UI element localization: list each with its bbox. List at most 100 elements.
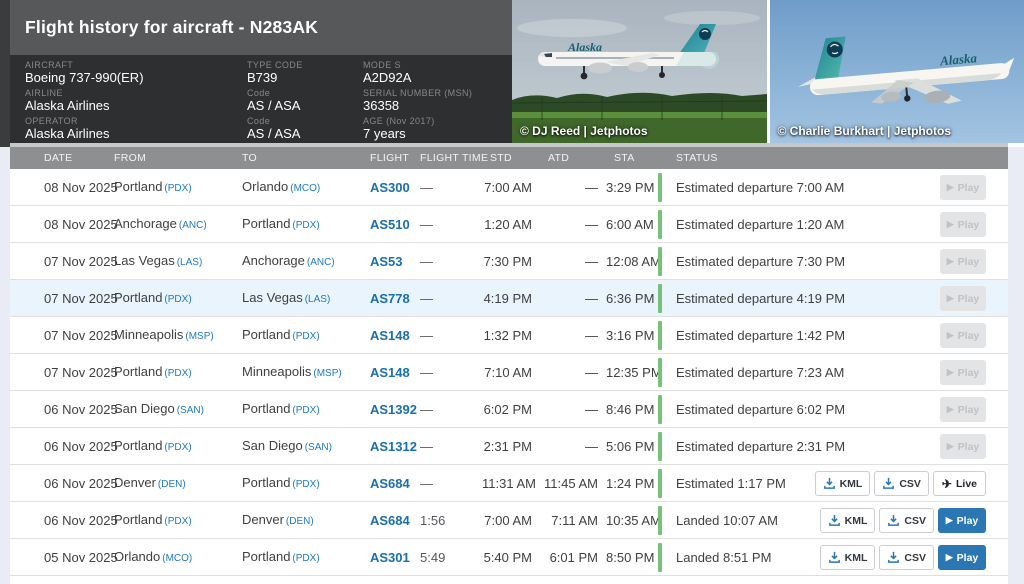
flight-table-body: 08 Nov 2025 Portland (PDX) Orlando (MCO) A… [10, 169, 1008, 576]
row-from: Portland (PDX) [114, 512, 192, 527]
table-row[interactable]: 07 Nov 2025 Las Vegas (LAS) Anchorage (ANC… [10, 243, 1008, 280]
title-bar: Flight history for aircraft - N283AK [10, 0, 512, 55]
play-button-disabled[interactable]: ▶ Play [940, 286, 986, 311]
download-kml-button[interactable]: KML [814, 471, 871, 496]
table-row[interactable]: 07 Nov 2025 Portland (PDX) Minneapolis (MS… [10, 354, 1008, 391]
play-button-disabled[interactable]: ▶ Play [940, 360, 986, 385]
from-airport-code-link[interactable]: (PDX) [164, 442, 192, 453]
flight-number-link[interactable]: AS300 [370, 179, 410, 195]
from-airport-code-link[interactable]: (PDX) [164, 368, 192, 379]
flight-number-link[interactable]: AS684 [370, 475, 410, 491]
to-airport-code-link[interactable]: (PDX) [292, 405, 320, 416]
flight-number-link[interactable]: AS778 [370, 290, 410, 306]
table-row[interactable]: 06 Nov 2025 Denver (DEN) Portland (PDX) AS… [10, 465, 1008, 502]
row-atd: 6:01 PM [549, 549, 598, 565]
table-row[interactable]: 06 Nov 2025 San Diego (SAN) Portland (PDX)… [10, 391, 1008, 428]
from-airport-code-link[interactable]: (LAS) [176, 257, 203, 268]
table-row[interactable]: 07 Nov 2025 Minneapolis (MSP) Portland (PD… [10, 317, 1008, 354]
play-icon: ▶ [946, 182, 954, 192]
photo-credit-1: © DJ Reed | Jetphotos [520, 124, 648, 138]
play-button-disabled[interactable]: ▶ Play [940, 323, 986, 348]
table-row[interactable]: 06 Nov 2025 Portland (PDX) San Diego (SAN)… [10, 428, 1008, 465]
to-airport-code-link[interactable]: (LAS) [304, 294, 331, 305]
table-row[interactable]: 06 Nov 2025 Portland (PDX) Denver (DEN) AS… [10, 502, 1008, 539]
to-airport-code-link[interactable]: (ANC) [306, 257, 335, 268]
from-airport-code-link[interactable]: (MCO) [162, 553, 193, 564]
from-airport-code-link[interactable]: (ANC) [178, 220, 207, 231]
play-button-disabled[interactable]: ▶ Play [940, 212, 986, 237]
flight-number-link[interactable]: AS510 [370, 216, 410, 232]
to-airport-code-link[interactable]: (PDX) [292, 331, 320, 342]
flight-number-link[interactable]: AS53 [370, 253, 403, 269]
page-title: Flight history for aircraft - N283AK [25, 17, 319, 37]
row-date: 06 Nov 2025 [44, 475, 118, 491]
row-atd: — [585, 401, 598, 417]
download-kml-button[interactable]: KML [819, 545, 876, 570]
aircraft-photo-1-illustration: Alaska [512, 0, 767, 143]
row-flight-time: 5:49 [420, 549, 446, 565]
to-airport-code-link[interactable]: (PDX) [292, 220, 320, 231]
to-airport-code-link[interactable]: (MSP) [313, 368, 342, 379]
flight-number-link[interactable]: AS1312 [370, 438, 417, 454]
row-status: Estimated departure 2:31 PM [676, 438, 846, 454]
play-button-disabled[interactable]: ▶ Play [940, 397, 986, 422]
table-row[interactable]: 07 Nov 2025 Portland (PDX) Las Vegas (LAS)… [10, 280, 1008, 317]
play-button-disabled[interactable]: ▶ Play [940, 175, 986, 200]
flight-number-link[interactable]: AS684 [370, 512, 410, 528]
flight-number-link[interactable]: AS148 [370, 364, 410, 380]
play-button-disabled[interactable]: ▶ Play [940, 249, 986, 274]
flight-number-link[interactable]: AS148 [370, 327, 410, 343]
row-sta: 6:00 AM [606, 216, 654, 232]
row-to: Las Vegas (LAS) [242, 290, 331, 305]
flight-number-link[interactable]: AS1392 [370, 401, 417, 417]
from-airport-code-link[interactable]: (PDX) [164, 294, 192, 305]
from-airport-code-link[interactable]: (MSP) [185, 331, 214, 342]
to-airport-code-link[interactable]: (DEN) [285, 516, 314, 527]
from-airport-code-link[interactable]: (DEN) [157, 479, 186, 490]
row-std: 4:19 PM [483, 290, 532, 306]
download-csv-button[interactable]: CSV [879, 545, 934, 570]
row-atd: — [585, 364, 598, 380]
from-airport-code-link[interactable]: (PDX) [164, 516, 192, 527]
to-airport-code-link[interactable]: (PDX) [292, 553, 320, 564]
status-indicator-bar [658, 542, 662, 572]
download-icon [888, 551, 900, 563]
row-date: 07 Nov 2025 [44, 253, 118, 269]
status-indicator-bar [658, 505, 662, 535]
row-actions: KML CSV ✈ Live ▶ Play ▶ Play [814, 471, 986, 496]
table-row[interactable]: 05 Nov 2025 Orlando (MCO) Portland (PDX) A… [10, 539, 1008, 576]
play-button[interactable]: ▶ Play [938, 545, 986, 570]
to-airport-code-link[interactable]: (PDX) [292, 479, 320, 490]
to-airport-code-link[interactable]: (SAN) [304, 442, 332, 453]
play-button[interactable]: ▶ Play [938, 508, 986, 533]
left-edge-light [0, 147, 10, 584]
row-to: Portland (PDX) [242, 401, 320, 416]
aircraft-photo-2[interactable]: Alaska © Charlie Burkhart | Jetphotos [769, 0, 1024, 143]
from-airport-code-link[interactable]: (PDX) [164, 183, 192, 194]
to-airport-code-link[interactable]: (MCO) [290, 183, 321, 194]
table-row[interactable]: 08 Nov 2025 Anchorage (ANC) Portland (PDX)… [10, 206, 1008, 243]
status-indicator-bar [658, 283, 662, 313]
row-from: Orlando (MCO) [114, 549, 193, 564]
row-flight-time: — [420, 179, 433, 195]
airplane-icon: ✈ [941, 476, 952, 491]
play-icon: ▶ [946, 219, 954, 229]
row-status: Estimated departure 7:30 PM [676, 253, 846, 269]
table-row[interactable]: 08 Nov 2025 Portland (PDX) Orlando (MCO) A… [10, 169, 1008, 206]
live-button[interactable]: ✈ Live [932, 471, 986, 496]
aircraft-photo-1[interactable]: Alaska © DJ Reed | Jetphotos [512, 0, 767, 143]
from-airport-code-link[interactable]: (SAN) [176, 405, 204, 416]
row-from: Denver (DEN) [114, 475, 186, 490]
row-status: Estimated departure 7:00 AM [676, 179, 845, 195]
flight-number-link[interactable]: AS301 [370, 549, 410, 565]
play-icon: ▶ [945, 552, 953, 562]
play-button-disabled[interactable]: ▶ Play [940, 434, 986, 459]
row-flight-time: — [420, 438, 433, 454]
row-to: Orlando (MCO) [242, 179, 321, 194]
download-csv-button[interactable]: CSV [879, 508, 934, 533]
row-std: 7:30 PM [483, 253, 532, 269]
download-csv-button[interactable]: CSV [874, 471, 929, 496]
info-age: AGE (Nov 2017) 7 years [363, 116, 435, 141]
download-kml-button[interactable]: KML [819, 508, 876, 533]
